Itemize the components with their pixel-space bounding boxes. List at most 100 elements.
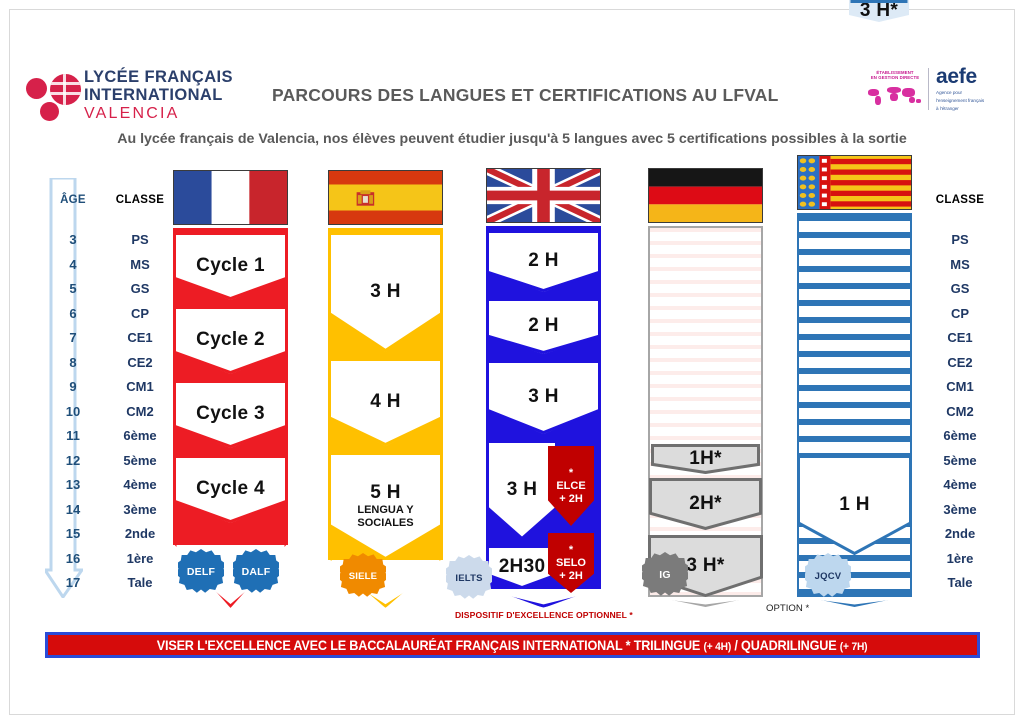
age-value: 10: [65, 403, 81, 419]
class-value: 6ème: [943, 428, 977, 443]
school-logo: LYCÉE FRANÇAIS INTERNATIONAL VALENCIA: [26, 68, 256, 130]
world-map-icon: [866, 83, 922, 107]
class-scale-left: PS MS GS CP CE1 CE2 CM1 CM2 6ème 5ème 4ème 3ème 2nde…: [108, 228, 172, 596]
class-column-header-right: CLASSE: [935, 194, 985, 206]
band-sub-1: LENGUA Y: [357, 504, 414, 516]
class-value: CE2: [947, 354, 973, 370]
age-value: 5: [69, 281, 77, 296]
band-label: Cycle 1: [196, 255, 265, 276]
band-label: 2 H: [528, 315, 559, 336]
class-value: 1ère: [126, 550, 154, 566]
option-hours: + 2H: [559, 492, 583, 505]
band-label: Cycle 3: [196, 403, 265, 424]
age-column-header: ÂGE: [60, 194, 86, 206]
class-value: CP: [950, 305, 970, 321]
logo-line-3: VALENCIA: [84, 105, 180, 122]
option-star: *: [568, 543, 574, 556]
class-value: GS: [130, 281, 150, 296]
class-value: CE1: [127, 330, 153, 345]
aefe-tagline-2: l'enseignement français: [936, 97, 985, 103]
class-value: CM2: [126, 403, 154, 419]
band-label: 5 H: [370, 482, 401, 503]
class-value: 1ère: [946, 550, 974, 566]
valencian-flag: [797, 155, 912, 210]
aefe-caption-line-1: ÉTABLISSEMENT: [876, 70, 914, 75]
globe-icon: [50, 74, 81, 105]
class-value: MS: [950, 256, 970, 272]
band-valencian-2: 3 H*: [849, 0, 909, 22]
age-progression-arrow: [45, 178, 83, 598]
class-value: 5ème: [943, 452, 977, 468]
band-label: 2H*: [689, 493, 722, 514]
class-value: CM1: [126, 379, 154, 394]
band-label: 2 H: [528, 250, 559, 271]
logo-line-2: INTERNATIONAL: [84, 86, 223, 104]
option-star: *: [568, 466, 574, 479]
uk-flag: [486, 168, 601, 223]
class-value: 6ème: [123, 428, 157, 443]
page-subtitle: Au lycée français de Valencia, nos élève…: [117, 131, 907, 147]
aefe-logo: ÉTABLISSEMENT EN GESTION DIRECTE aefe Ag…: [866, 66, 990, 112]
certification-badge-siele: SIELE: [340, 553, 386, 597]
banner-trilingue-hours: (+ 4H): [703, 640, 732, 653]
option-note: OPTION *: [766, 603, 810, 614]
option-label: SELO: [556, 556, 586, 569]
age-value: 7: [69, 330, 77, 345]
age-value: 9: [69, 379, 77, 394]
excellence-note: DISPOSITIF D'EXCELLENCE OPTIONNEL *: [455, 610, 633, 620]
logo-line-1: LYCÉE FRANÇAIS: [84, 68, 233, 86]
class-value: PS: [951, 232, 969, 247]
class-scale-right: PS MS GS CP CE1 CE2 CM1 CM2 6ème 5ème 4ème 3ème 2nde…: [928, 228, 992, 596]
band-label: 3 H*: [859, 0, 899, 21]
class-value: 2nde: [124, 526, 156, 541]
age-value: 16: [65, 550, 81, 566]
band-label: 3 H: [370, 281, 401, 302]
age-value: 6: [69, 305, 77, 321]
banner-quadrilingue-hours: (+ 7H): [840, 640, 868, 653]
age-value: 8: [69, 354, 77, 370]
age-value: 15: [65, 526, 81, 541]
aefe-tagline-1: Agence pour: [936, 90, 963, 95]
certification-badge-jqcv: JQCV: [805, 553, 851, 597]
class-value: 4ème: [943, 477, 977, 492]
certification-badge-delf: DELF: [178, 549, 224, 593]
class-value: 3ème: [943, 501, 977, 517]
band-label: 1 H: [839, 494, 870, 515]
logo-mark-icon: [26, 74, 81, 126]
band-label: Cycle 2: [196, 329, 265, 350]
class-value: CP: [130, 305, 150, 321]
age-value: 12: [65, 452, 81, 468]
page-title: PARCOURS DES LANGUES ET CERTIFICATIONS A…: [272, 85, 779, 105]
class-value: MS: [130, 256, 150, 272]
spanish-flag: [328, 170, 443, 225]
age-scale: 3 4 5 6 7 8 9 10 11 12 13 14 15 16 17: [50, 228, 96, 596]
banner-separator: / QUADRILINGUE: [734, 637, 837, 653]
band-label: 4 H: [370, 391, 401, 412]
class-value: CM1: [946, 379, 974, 394]
age-value: 13: [65, 477, 81, 492]
page-border: [9, 9, 1015, 715]
class-value: 4ème: [123, 477, 157, 492]
french-flag: [173, 170, 288, 225]
class-value: 2nde: [944, 526, 976, 541]
aefe-tagline-3: à l'étranger: [936, 105, 959, 111]
age-value: 4: [69, 256, 77, 272]
age-value: 11: [66, 428, 80, 443]
class-value: PS: [131, 232, 149, 247]
class-column-header-left: CLASSE: [115, 194, 165, 206]
banner-main-text: VISER L'EXCELLENCE AVEC LE BACCALAURÉAT …: [157, 637, 701, 653]
band-label: 3 H: [506, 479, 538, 500]
band-sub-2: SOCIALES: [357, 517, 414, 529]
class-value: GS: [950, 281, 970, 296]
option-hours: + 2H: [559, 569, 583, 582]
band-label: 2H30: [498, 556, 546, 577]
class-value: Tale: [947, 575, 973, 590]
class-value: 5ème: [123, 452, 157, 468]
aefe-caption-line-2: EN GESTION DIRECTE: [870, 75, 920, 81]
certification-badge-ielts: IELTS: [446, 555, 492, 599]
age-value: 14: [65, 501, 81, 517]
class-value: CE2: [127, 354, 153, 370]
aefe-wordmark: aefe: [936, 65, 977, 88]
class-value: CE1: [947, 330, 973, 345]
